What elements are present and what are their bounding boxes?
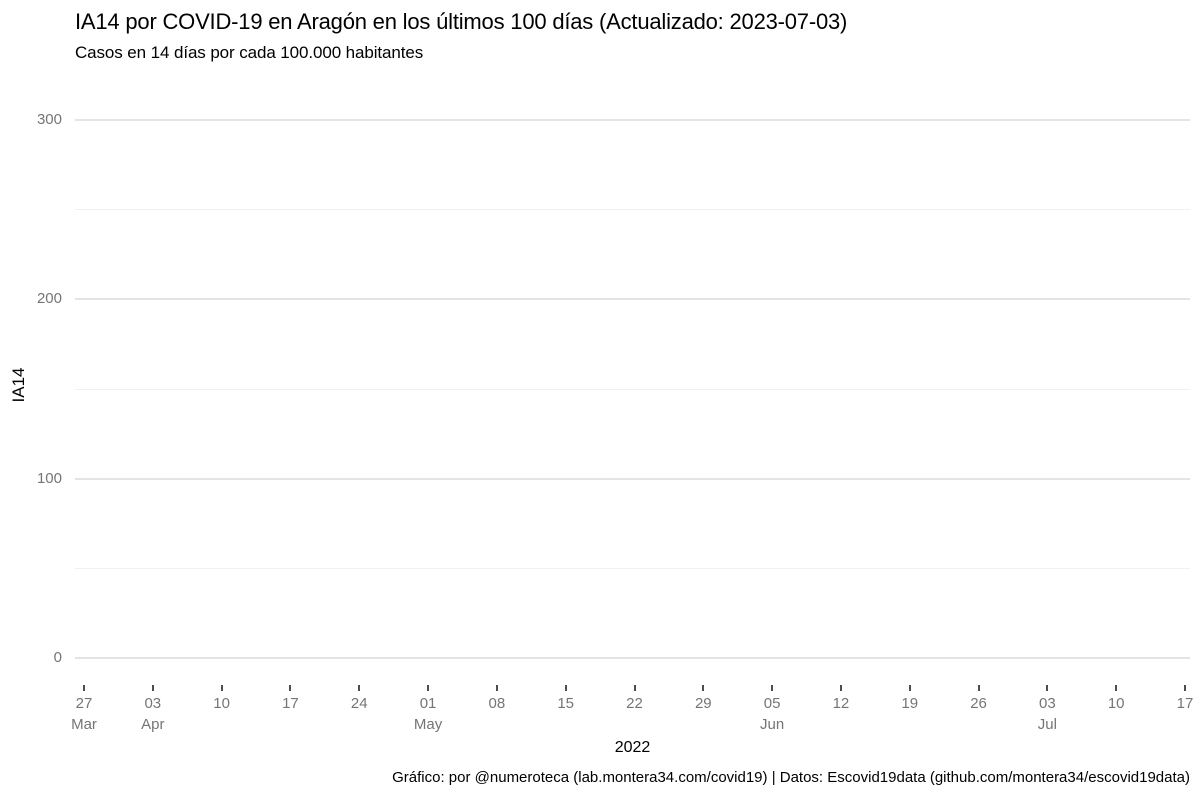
x-tick-day-label: 15 — [557, 695, 575, 712]
x-tick-day-label: 17 — [282, 695, 299, 712]
x-tick-day-label: 27 — [75, 695, 93, 712]
x-tick-month-label: Mar — [71, 716, 97, 733]
x-tick-mark — [702, 685, 705, 691]
x-tick-day-label: 26 — [970, 695, 987, 712]
x-tick-mark — [977, 685, 980, 691]
x-tick-day-label: 12 — [832, 695, 850, 712]
y-axis-title: IA14 — [9, 367, 28, 403]
x-tick-mark — [1115, 685, 1118, 691]
x-tick-mark — [427, 685, 430, 691]
x-tick-month-label: May — [413, 716, 443, 733]
x-tick-day-label: 19 — [901, 695, 919, 712]
gridline-minor — [75, 388, 1190, 390]
x-tick-day-label: 10 — [1107, 695, 1125, 712]
x-tick-month-label: Jun — [760, 716, 785, 733]
x-tick-mark — [83, 685, 85, 691]
gridline-major — [75, 477, 1190, 480]
x-tick-mark — [908, 685, 911, 691]
y-tick-label: 200 — [36, 290, 62, 308]
y-tick-label: 100 — [36, 469, 62, 487]
x-tick-mark — [771, 685, 774, 691]
x-tick-day-label: 17 — [1176, 695, 1194, 712]
x-tick-mark — [1184, 685, 1186, 691]
x-tick-mark — [151, 685, 154, 691]
x-tick-day-label: 29 — [694, 695, 712, 712]
x-tick-month-label: Apr — [141, 716, 165, 733]
x-tick-mark — [220, 685, 223, 691]
x-tick-mark — [358, 685, 361, 691]
x-tick-day-label: 24 — [350, 695, 368, 712]
x-tick-day-label: 03 — [1039, 695, 1056, 712]
x-tick-month-label: Jul — [1037, 716, 1057, 733]
x-axis-year-label: 2022 — [614, 739, 651, 756]
x-tick-day-label: 01 — [419, 695, 437, 712]
x-tick-mark — [1046, 685, 1049, 691]
gridline-major — [75, 657, 1190, 659]
x-tick-day-label: 22 — [626, 695, 643, 712]
x-tick-mark — [839, 685, 842, 691]
x-tick-mark — [564, 685, 567, 691]
chart-subtitle: Casos en 14 días por cada 100.000 habita… — [75, 43, 424, 62]
x-tick-day-label: 08 — [488, 695, 506, 712]
gridline-major — [75, 298, 1190, 301]
gridline-minor — [75, 209, 1190, 211]
x-tick-mark — [289, 685, 292, 691]
gridline-minor — [75, 567, 1190, 569]
chart-footer-credits: Gráfico: por @numeroteca (lab.montera34.… — [392, 769, 1190, 786]
x-tick-mark — [633, 685, 636, 691]
x-tick-day-label: 10 — [213, 695, 230, 712]
x-tick-mark — [495, 685, 498, 691]
chart-title: IA14 por COVID-19 en Aragón en los últim… — [75, 9, 848, 34]
gridline-major — [75, 119, 1190, 121]
x-tick-day-label: 03 — [144, 695, 162, 712]
y-tick-label: 0 — [53, 649, 62, 666]
y-tick-label: 300 — [36, 111, 62, 128]
x-tick-day-label: 05 — [763, 695, 781, 712]
